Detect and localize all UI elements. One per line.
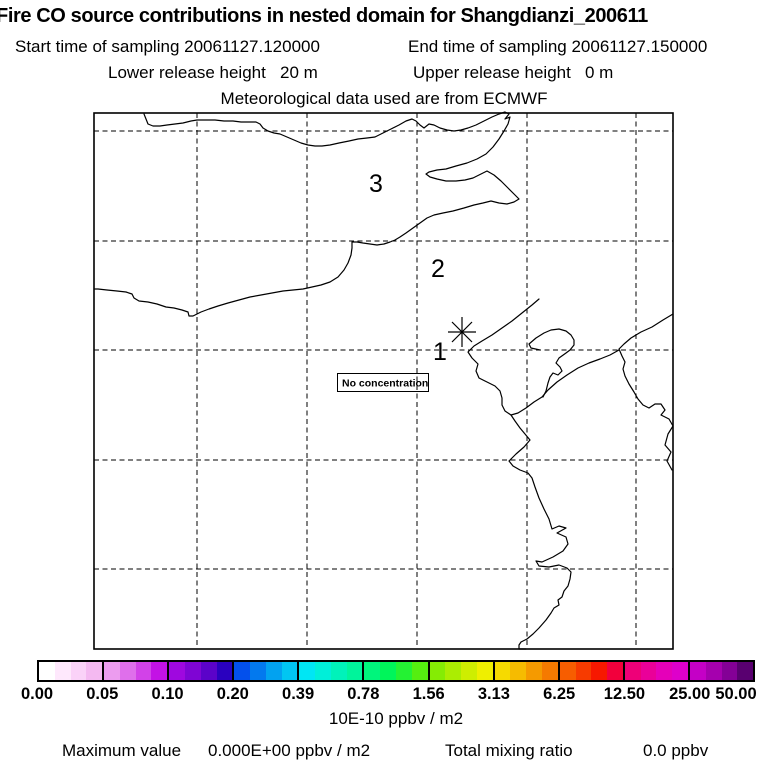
colorbar-cell: [234, 662, 251, 680]
annotation-border: [337, 373, 429, 392]
colorbar-cell: [494, 662, 511, 680]
graticule-grid: [94, 113, 673, 649]
colorbar-cell: [640, 662, 657, 680]
colorbar-cell: [70, 662, 87, 680]
colorbar-cell: [476, 662, 493, 680]
colorbar-segment: [362, 662, 428, 680]
colorbar-cell: [39, 662, 55, 680]
upper-release-label: Upper release height 0 m: [413, 63, 614, 82]
release-site-marker-icon: [448, 317, 476, 347]
colorbar-cell: [151, 662, 168, 680]
colorbar-cell: [461, 662, 477, 680]
colorbar-cell: [510, 662, 527, 680]
legend-tick-label: 0.05: [86, 685, 119, 703]
legend-tick-label: 6.25: [543, 685, 576, 703]
colorbar-cell: [200, 662, 217, 680]
annotation-text: No concentration: [342, 378, 428, 390]
legend-tick-label: 0.20: [216, 685, 249, 703]
receptor-label-2: 2: [431, 255, 445, 283]
colorbar: [37, 660, 755, 682]
legend-units-label: 10E-10 ppbv / m2: [328, 709, 464, 728]
colorbar-cell: [346, 662, 363, 680]
coastline-north-bohai: [93, 111, 520, 317]
lower-release-label: Lower release height 20 m: [108, 63, 318, 82]
colorbar-cell: [575, 662, 592, 680]
colorbar-cell: [119, 662, 136, 680]
colorbar-segment: [102, 662, 168, 680]
colorbar-cell: [429, 662, 446, 680]
colorbar-segment: [557, 662, 623, 680]
legend-tick-label: 1.56: [412, 685, 445, 703]
colorbar-cell: [54, 662, 71, 680]
colorbar-cell: [411, 662, 428, 680]
page-title: Fire CO source contributions in nested d…: [0, 5, 648, 27]
coastline-east-diagonal: [618, 313, 674, 471]
colorbar-segment: [622, 662, 688, 680]
colorbar-cell: [135, 662, 152, 680]
colorbar-cell: [380, 662, 397, 680]
colorbar-cell: [526, 662, 542, 680]
map-frame: [93, 112, 674, 650]
max-value: 0.000E+00 ppbv / m2: [208, 741, 371, 760]
legend-tick-label: 3.13: [477, 685, 510, 703]
coastline-arc-loop: [467, 298, 620, 416]
colorbar-segment: [427, 662, 493, 680]
colorbar-segment: [39, 662, 103, 680]
legend-tick-label: 0.78: [347, 685, 380, 703]
receptor-label-3: 3: [369, 170, 383, 198]
colorbar-cell: [624, 662, 641, 680]
colorbar-segment: [167, 662, 233, 680]
coastline-group: [93, 111, 674, 650]
colorbar-cell: [705, 662, 722, 680]
colorbar-cell: [364, 662, 381, 680]
coastline-south-peninsula: [508, 414, 572, 650]
colorbar-cell: [672, 662, 688, 680]
colorbar-segment: [492, 662, 558, 680]
receptor-label-1: 1: [433, 338, 447, 366]
colorbar-cell: [299, 662, 316, 680]
legend-tick-label: 25.00: [669, 685, 711, 703]
colorbar-cell: [250, 662, 266, 680]
total-mixing-ratio-value: 0.0 ppbv: [643, 741, 709, 760]
colorbar-cell: [607, 662, 623, 680]
legend-tick-label: 0.10: [151, 685, 184, 703]
met-data-label: Meteorological data used are from ECMWF: [220, 89, 548, 108]
colorbar-cell: [169, 662, 185, 680]
max-value-label: Maximum value: [62, 741, 182, 760]
total-mixing-ratio-label: Total mixing ratio: [445, 741, 573, 760]
end-time-label: End time of sampling 20061127.150000: [408, 37, 708, 56]
colorbar-segment: [232, 662, 298, 680]
colorbar-cell: [396, 662, 412, 680]
colorbar-cell: [265, 662, 282, 680]
colorbar-cell: [445, 662, 462, 680]
colorbar-cell: [737, 662, 754, 680]
colorbar-cell: [591, 662, 608, 680]
colorbar-cell: [315, 662, 331, 680]
colorbar-cell: [104, 662, 120, 680]
legend-tick-label: 0.00: [20, 685, 54, 703]
colorbar-cell: [184, 662, 201, 680]
colorbar-segment: [687, 662, 754, 680]
colorbar-cell: [656, 662, 673, 680]
start-time-label: Start time of sampling 20061127.120000: [15, 37, 320, 56]
colorbar-cell: [281, 662, 298, 680]
colorbar-cell: [721, 662, 738, 680]
colorbar-cell: [542, 662, 558, 680]
no-concentration-box: No concentration: [337, 373, 429, 392]
colorbar-cell: [216, 662, 233, 680]
colorbar-cell: [86, 662, 103, 680]
legend-tick-label: 0.39: [282, 685, 315, 703]
colorbar-cell: [559, 662, 576, 680]
colorbar-segment: [297, 662, 363, 680]
colorbar-cell: [689, 662, 706, 680]
colorbar-cell: [330, 662, 347, 680]
legend-tick-label: 50.00: [715, 685, 757, 703]
legend-tick-label: 12.50: [603, 685, 646, 703]
